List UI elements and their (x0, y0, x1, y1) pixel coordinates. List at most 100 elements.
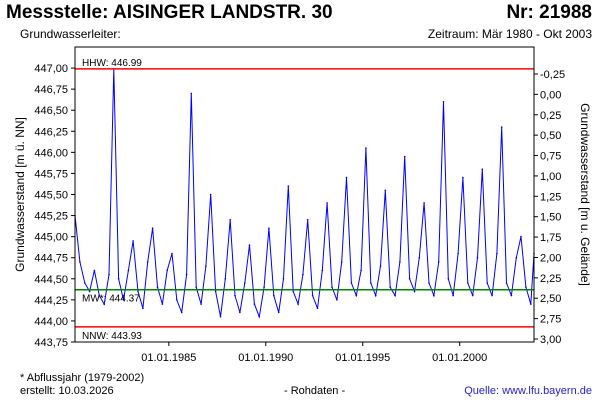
data-point (374, 294, 377, 297)
data-point (500, 126, 503, 128)
data-point (365, 147, 367, 149)
data-point (399, 261, 401, 263)
data-point (447, 278, 450, 280)
source-link[interactable]: Quelle: www.lfu.bayern.de (464, 385, 592, 397)
right-tick-label: 2,75 (540, 314, 561, 326)
data-point (156, 286, 159, 289)
data-point (413, 290, 416, 293)
reference-lines-layer: HHW: 446.99 MW*: 444.37 NNW: 443.93 (75, 58, 534, 342)
right-tick-label: 1,25 (540, 191, 561, 203)
right-axis-label: Grundwasserstand [m u. Gelände] (578, 103, 592, 286)
right-axis-ticks: -0,25 0,00 0,25 0,50 0,75 1,00 1,25 1,50 1,75 2,0… (534, 69, 565, 346)
data-point (282, 278, 285, 280)
data-point (302, 273, 304, 276)
data-point (151, 227, 154, 229)
left-axis-ticks: 447,00 446,75 446,50 446,25 446,00 445,75 445,… (34, 63, 75, 349)
data-point (481, 168, 484, 170)
left-tick-label: 444,50 (34, 274, 68, 286)
data-point (384, 189, 387, 192)
data-point (171, 252, 173, 255)
data-point (321, 269, 324, 272)
raw-data-label: - Rohdaten - (284, 385, 346, 397)
data-point (433, 294, 435, 297)
right-tick-label: 1,75 (540, 232, 561, 244)
series-layer (74, 68, 535, 319)
data-point (530, 303, 532, 305)
data-point (326, 202, 328, 204)
period-label: Zeitraum: Mär 1980 - Okt 2003 (427, 27, 592, 41)
data-point (297, 303, 299, 305)
data-point (127, 269, 130, 272)
reference-label-1: MW*: 444.37 (82, 294, 140, 305)
data-point (185, 273, 188, 276)
data-point (418, 256, 421, 259)
right-tick-label: 1,00 (540, 171, 561, 183)
data-point (277, 311, 280, 314)
data-point (79, 261, 81, 263)
aquifer-label: Grundwasserleiter: (20, 27, 121, 41)
data-point (437, 261, 440, 263)
data-point (428, 282, 430, 284)
data-point (505, 282, 508, 284)
series-line-0 (74, 68, 535, 319)
right-tick-label: 0,50 (540, 130, 561, 142)
data-point (84, 282, 86, 284)
right-tick-label: 2,00 (540, 252, 561, 264)
left-tick-label: 446,75 (34, 84, 68, 96)
station-number: Nr: 21988 (506, 2, 592, 23)
data-point (132, 240, 134, 242)
data-point (142, 307, 144, 310)
reference-label-2: NNW: 443.93 (82, 331, 142, 342)
left-tick-label: 445,75 (34, 168, 68, 180)
left-tick-label: 444,75 (34, 253, 68, 265)
data-point (263, 286, 265, 289)
data-point (292, 290, 295, 293)
data-point (520, 235, 522, 238)
data-point (273, 294, 275, 297)
data-point (98, 294, 101, 297)
data-point (209, 193, 212, 196)
data-point (244, 282, 246, 284)
data-point (311, 294, 314, 297)
data-point (486, 282, 489, 284)
data-point (510, 294, 513, 297)
data-point (176, 299, 178, 301)
left-tick-label: 445,50 (34, 190, 68, 202)
right-tick-label: 1,50 (540, 212, 561, 224)
data-point (93, 269, 96, 272)
data-point (340, 261, 343, 263)
data-point (355, 294, 358, 297)
data-point (476, 256, 479, 259)
data-point (452, 294, 455, 297)
data-point (423, 202, 425, 204)
data-point (408, 278, 411, 280)
data-point (379, 265, 382, 267)
data-point (345, 176, 348, 179)
data-point (205, 265, 207, 267)
data-point (166, 269, 168, 272)
data-point (442, 101, 445, 103)
station-title: Messstelle: AISINGER LANDSTR. 30 (6, 2, 333, 23)
data-point (360, 269, 362, 272)
left-tick-label: 446,50 (34, 105, 68, 117)
footnote: * Abflussjahr (1979-2002) (20, 372, 145, 384)
data-point (224, 278, 227, 280)
data-point (214, 290, 217, 293)
data-point (253, 303, 256, 305)
data-point (394, 294, 396, 297)
data-point (268, 227, 270, 229)
data-point (200, 303, 202, 305)
right-tick-label: 3,00 (540, 334, 561, 346)
right-tick-label: 2,50 (540, 293, 561, 305)
data-point (180, 311, 183, 314)
left-tick-label: 444,25 (34, 295, 68, 307)
x-tick-label: 01.01.1995 (335, 352, 390, 364)
data-point (219, 315, 222, 318)
data-point (122, 299, 125, 301)
data-point (287, 185, 290, 187)
created-date: erstellt: 10.03.2026 (20, 385, 114, 397)
right-tick-label: 2,25 (540, 273, 561, 285)
data-point (525, 286, 527, 289)
data-point (229, 219, 231, 221)
left-tick-label: 447,00 (34, 63, 68, 75)
